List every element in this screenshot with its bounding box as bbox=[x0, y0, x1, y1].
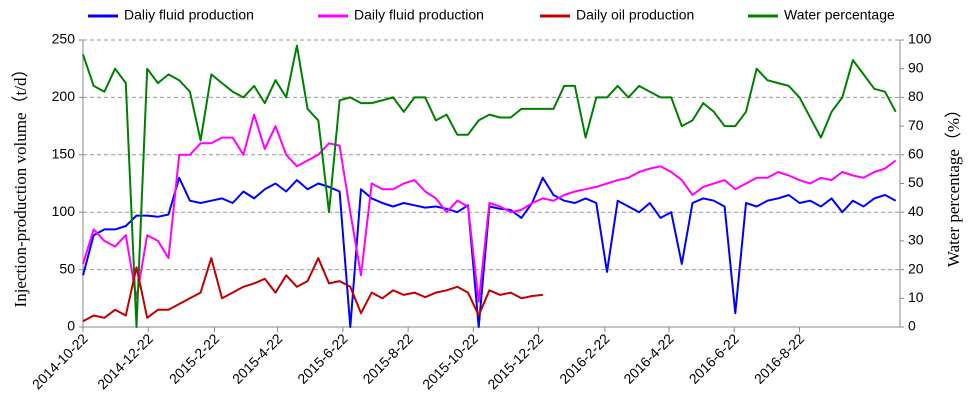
x-tick-label: 2015-10-22 bbox=[419, 330, 481, 392]
x-tick-label: 2016-8-22 bbox=[751, 330, 808, 387]
y-tick-label: 150 bbox=[52, 146, 76, 162]
y2-tick-label: 0 bbox=[908, 318, 916, 334]
x-tick-label: 2015-6-22 bbox=[294, 330, 351, 387]
x-tick-label: 2016-4-22 bbox=[620, 330, 677, 387]
legend-label: Daily fluid production bbox=[354, 7, 484, 23]
y2-tick-label: 30 bbox=[908, 232, 924, 248]
legend-label: Daliy fluid production bbox=[124, 7, 254, 23]
y2-tick-label: 90 bbox=[908, 59, 924, 75]
x-tick-label: 2016-2-22 bbox=[556, 330, 613, 387]
y2-tick-label: 50 bbox=[908, 174, 924, 190]
legend-label: Water percentage bbox=[784, 7, 895, 23]
series-line bbox=[82, 257, 543, 323]
y2-axis-label: Water percentage（%） bbox=[944, 101, 963, 267]
y2-tick-label: 70 bbox=[908, 117, 924, 133]
y-axis-label: Injection-production volume（t/d） bbox=[11, 61, 30, 308]
x-tick-label: 2014-12-22 bbox=[94, 330, 156, 392]
x-tick-label: 2015-8-22 bbox=[359, 330, 416, 387]
y-tick-label: 50 bbox=[59, 260, 75, 276]
x-tick-label: 2016-6-22 bbox=[686, 330, 743, 387]
x-tick-label: 2015-2-22 bbox=[166, 330, 223, 387]
y-tick-label: 200 bbox=[52, 88, 76, 104]
y-tick-label: 100 bbox=[52, 203, 76, 219]
legend-label: Daily oil production bbox=[576, 7, 694, 23]
x-tick-label: 2014-10-22 bbox=[29, 330, 91, 392]
series-line bbox=[82, 44, 897, 328]
y2-tick-label: 40 bbox=[908, 203, 924, 219]
x-tick-label: 2015-4-22 bbox=[229, 330, 286, 387]
x-tick-label: 2015-12-22 bbox=[484, 330, 546, 392]
y-tick-label: 250 bbox=[52, 31, 76, 47]
series-line bbox=[82, 176, 897, 328]
y2-tick-label: 20 bbox=[908, 260, 924, 276]
series-line bbox=[82, 113, 897, 303]
y-tick-label: 0 bbox=[67, 318, 75, 334]
y2-tick-label: 100 bbox=[908, 31, 932, 47]
y2-tick-label: 60 bbox=[908, 146, 924, 162]
y2-tick-label: 80 bbox=[908, 88, 924, 104]
y2-tick-label: 10 bbox=[908, 289, 924, 305]
